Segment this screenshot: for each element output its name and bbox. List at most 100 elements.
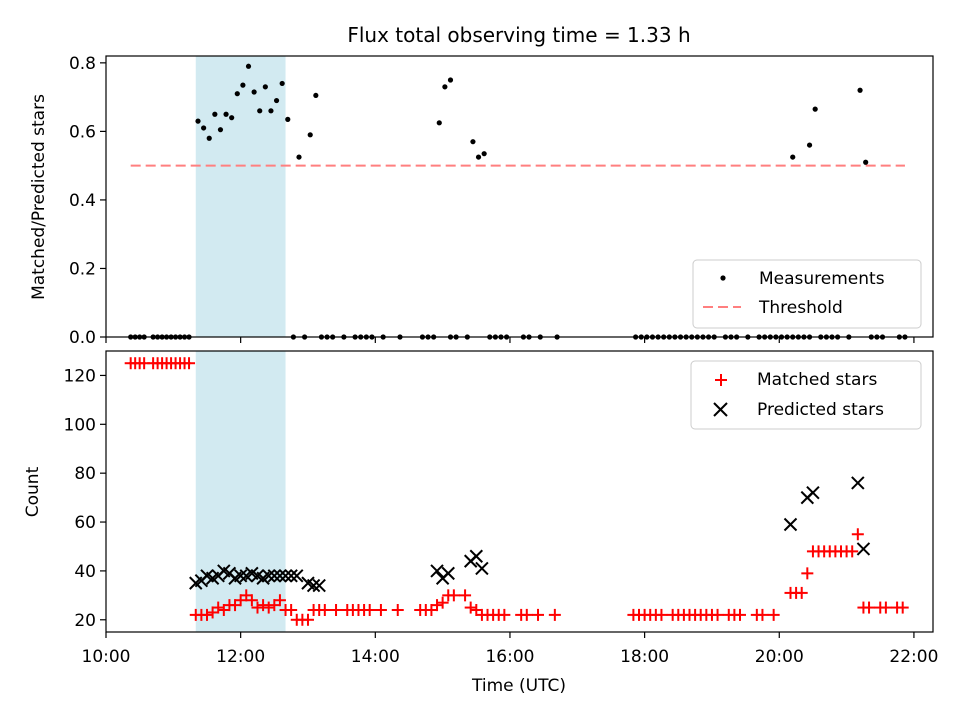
legend-marker-measurements: [720, 275, 726, 281]
measurement-point: [806, 142, 813, 148]
matched-star-point: [447, 589, 460, 602]
bottom-plot-frame: [105, 350, 934, 633]
matched-star-point: [548, 608, 561, 621]
matched-star-point: [262, 601, 275, 614]
matched-star-point: [795, 586, 808, 599]
measurement-point: [273, 97, 280, 104]
matched-star-point: [464, 601, 477, 614]
top-chart: Flux total observing time = 1.33 h 0.00.…: [29, 23, 934, 348]
matched-star-point: [183, 357, 196, 370]
measurement-point: [268, 108, 274, 114]
legend-marker-predicted: [713, 402, 728, 417]
predicted-star-point: [469, 549, 484, 563]
y-tick-label: 0.2: [69, 259, 96, 279]
measurement-point: [201, 125, 207, 131]
measurement-point: [313, 92, 319, 99]
measurement-point: [447, 77, 454, 83]
measurement-point: [307, 132, 313, 138]
predicted-star-point: [430, 564, 444, 578]
x-axis-label: Time (UTC): [471, 676, 566, 696]
matched-star-point: [363, 604, 376, 617]
matched-star-point: [532, 608, 545, 621]
y-tick-label: 40: [74, 562, 96, 582]
legend-marker-matched: [715, 374, 727, 386]
bottom-y-axis: 20 40 60 80 100 120: [64, 366, 106, 631]
matched-star-point: [273, 594, 286, 607]
bottom-legend-box: [690, 360, 922, 430]
top-legend-box: [692, 259, 922, 329]
y-tick-label: 120: [64, 366, 96, 386]
bottom-highlight-span: [195, 351, 286, 632]
matched-star-point: [801, 567, 814, 580]
measurement-point: [262, 84, 268, 90]
measurement-point: [195, 118, 201, 124]
bottom-chart: 20 40 60 80 100 120 10:00 12:00 14:00 16:00 18:00…: [23, 350, 938, 696]
matched-star-point: [459, 589, 472, 602]
y-tick-label: 60: [74, 513, 96, 533]
legend-label-threshold: Threshold: [758, 298, 843, 318]
bottom-legend: Matched stars Predicted stars: [690, 360, 922, 430]
measurement-point: [436, 120, 442, 126]
measurement-point: [234, 91, 240, 97]
x-tick-label: 20:00: [755, 647, 804, 667]
x-tick-label: 22:00: [889, 647, 938, 667]
x-tick-label: 10:00: [82, 647, 131, 667]
matched-star-point: [318, 604, 331, 617]
measurement-point: [812, 106, 818, 112]
bottom-y-axis-label: Count: [23, 466, 43, 517]
predicted-star-point: [312, 578, 326, 593]
top-highlight-span: [195, 56, 286, 337]
measurement-point: [240, 82, 246, 88]
measurement-point: [251, 89, 257, 95]
measurement-point: [229, 115, 235, 121]
matched-star-point: [756, 608, 769, 621]
measurement-point: [442, 84, 448, 90]
matched-star-point: [374, 604, 387, 617]
measurement-point: [206, 135, 212, 141]
x-tick-label: 16:00: [485, 647, 534, 667]
matched-star-point: [896, 601, 909, 614]
top-y-axis-label: Matched/Predicted stars: [29, 94, 49, 300]
bottom-x-axis: 10:00 12:00 14:00 16:00 18:00 20:00 22:00: [82, 632, 938, 667]
matched-star-point: [431, 599, 444, 612]
measurement-point: [863, 159, 869, 165]
y-tick-label: 0.4: [69, 191, 96, 211]
matched-star-point: [301, 613, 314, 626]
predicted-star-point: [806, 486, 820, 500]
matched-star-point: [330, 604, 343, 617]
predicted-star-point: [233, 569, 248, 583]
matched-star-point: [436, 596, 449, 609]
matched-star-point: [498, 608, 511, 621]
matched-star-point: [200, 608, 213, 621]
x-tick-label: 12:00: [216, 647, 265, 667]
measurement-point: [790, 154, 796, 160]
matched-star-point: [711, 608, 724, 621]
matched-star-point: [391, 604, 404, 617]
matched-star-point: [767, 608, 780, 621]
matched-star-point: [879, 601, 892, 614]
matched-star-point: [655, 608, 668, 621]
y-tick-label: 20: [74, 611, 96, 631]
measurement-point: [857, 87, 863, 93]
measurement-point: [475, 154, 482, 160]
top-legend: Measurements Threshold: [692, 259, 922, 329]
y-tick-label: 80: [74, 464, 96, 484]
x-tick-label: 18:00: [620, 647, 669, 667]
y-tick-label: 0.0: [69, 328, 96, 348]
chart-title: Flux total observing time = 1.33 h: [347, 23, 690, 47]
matched-star-point: [285, 604, 298, 617]
legend-label-predicted: Predicted stars: [757, 400, 884, 420]
matched-star-point: [520, 608, 533, 621]
top-y-axis: 0.0 0.2 0.4 0.6 0.8: [69, 54, 106, 348]
measurement-point: [212, 111, 218, 117]
predicted-star-point: [856, 542, 871, 556]
matched-star-point: [733, 608, 746, 621]
y-tick-label: 0.8: [69, 54, 96, 74]
y-tick-label: 0.6: [69, 122, 96, 142]
matched-star-point: [212, 601, 225, 614]
measurement-point: [279, 80, 285, 87]
measurement-point: [481, 151, 487, 157]
measurement-point: [245, 63, 252, 69]
legend-label-measurements: Measurements: [759, 269, 885, 289]
